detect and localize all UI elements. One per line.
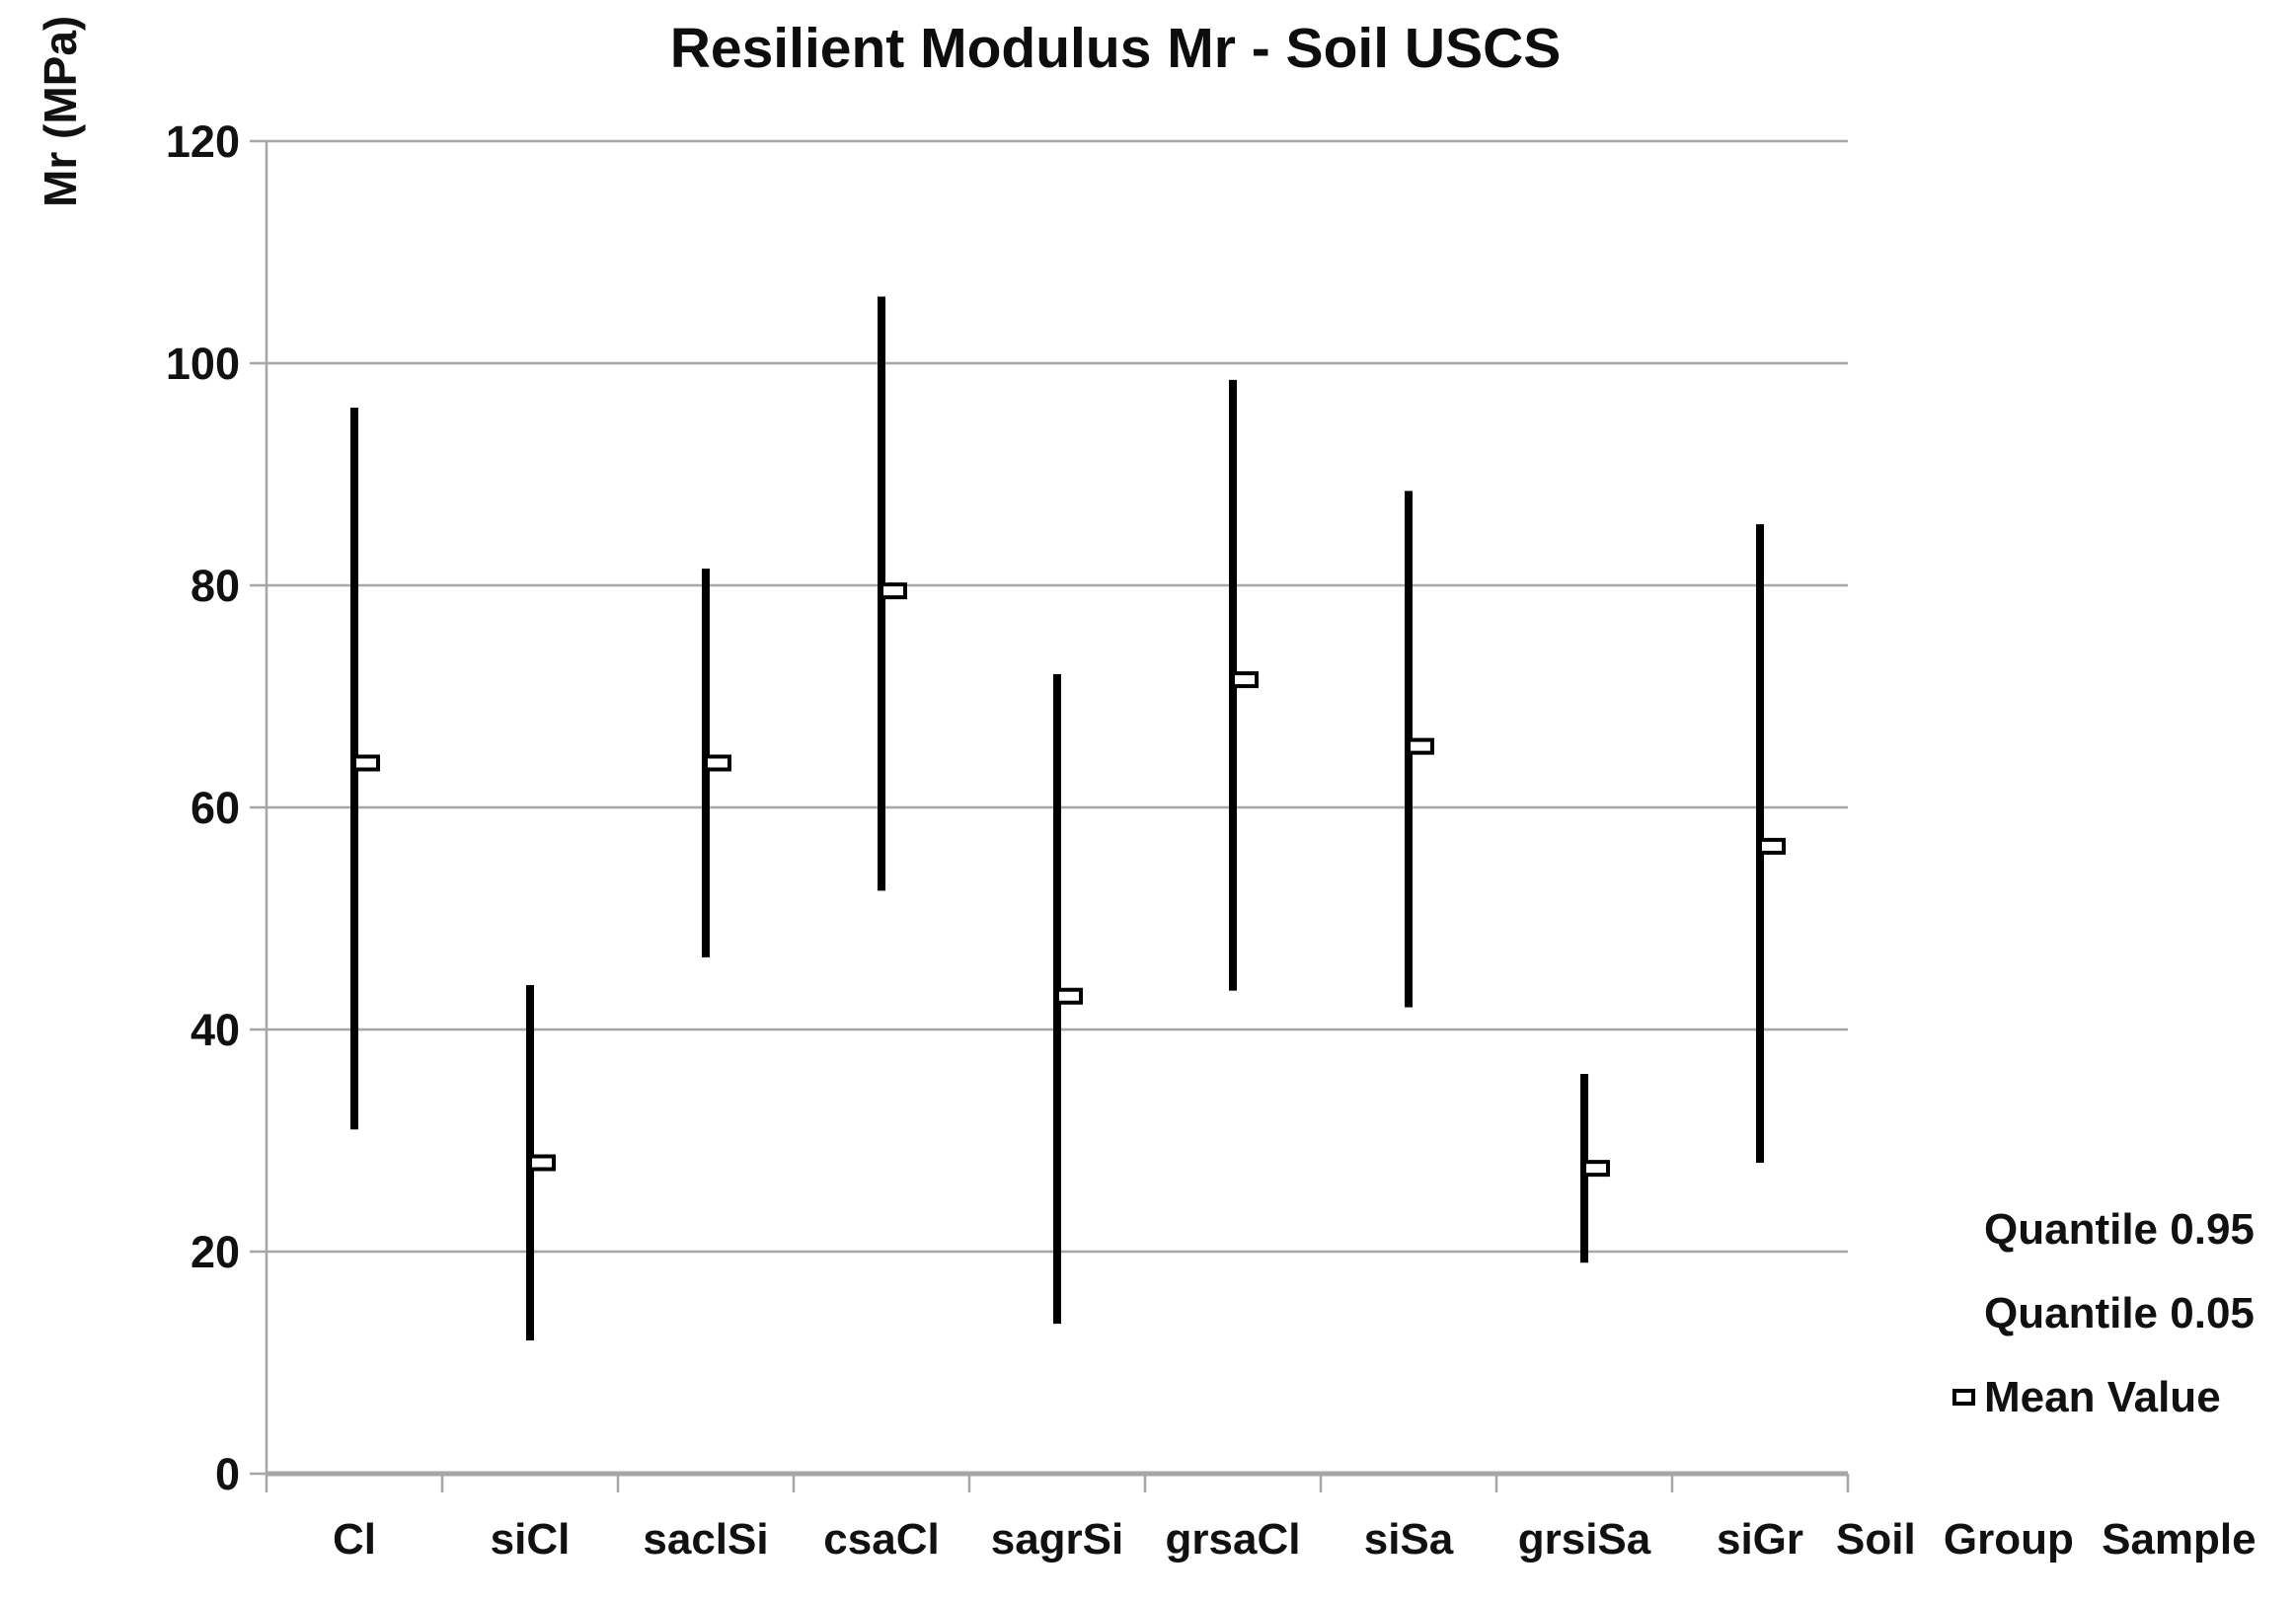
y-tick-label: 120 [165,116,240,167]
mean-marker [1758,837,1786,855]
x-category-label: siSa [1363,1515,1454,1564]
mean-marker [1055,987,1083,1005]
x-category-label: sagrSi [990,1515,1124,1564]
mean-marker [704,754,731,772]
x-category-label: csaCl [823,1515,940,1564]
mean-marker [880,582,907,600]
mean-marker [1582,1160,1610,1178]
x-category-label: saclSi [643,1515,769,1564]
legend-row: Quantile 0.95 [1952,1204,2288,1254]
chart-title: Resilient Modulus Mr - Soil USCS [669,17,1562,80]
legend-label: Quantile 0.05 [1984,1288,2255,1337]
y-tick-label: 80 [190,561,240,611]
y-tick-label: 60 [190,783,240,833]
mean-value-marker-icon [1952,1389,1975,1406]
mean-marker [528,1154,556,1172]
x-axis-title: Soil Group Sample [1836,1515,2257,1564]
legend-label: Quantile 0.95 [1984,1204,2255,1254]
legend-row: Quantile 0.05 [1952,1288,2288,1337]
y-tick-label: 20 [190,1227,240,1277]
mean-marker [352,754,380,772]
y-tick-label: 40 [190,1005,240,1055]
x-category-label: grsaCl [1165,1515,1301,1564]
legend-row: Mean Value [1952,1372,2288,1421]
y-tick-label: 100 [165,339,240,389]
x-category-label: Cl [333,1515,376,1564]
x-category-label: grsiSa [1517,1515,1651,1564]
legend-label: Mean Value [1984,1372,2221,1421]
y-tick-label: 0 [214,1449,240,1499]
legend: Quantile 0.95 Quantile 0.05 Mean Value [1952,1204,2288,1458]
x-category-label: siCl [490,1515,571,1564]
x-category-label: siGr [1716,1515,1804,1564]
mean-marker [1231,671,1259,689]
mean-marker [1407,737,1434,755]
